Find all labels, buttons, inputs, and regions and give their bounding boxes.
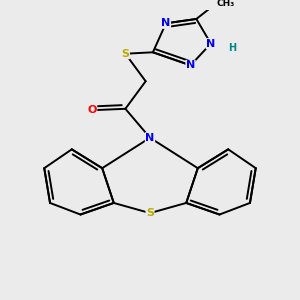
Text: H: H: [229, 43, 237, 53]
Text: N: N: [146, 133, 154, 143]
Text: N: N: [206, 39, 215, 49]
Text: S: S: [146, 208, 154, 218]
Text: N: N: [186, 60, 195, 70]
Text: CH₃: CH₃: [216, 0, 235, 8]
Text: N: N: [161, 18, 171, 28]
Text: O: O: [87, 105, 97, 115]
Text: S: S: [122, 49, 129, 59]
